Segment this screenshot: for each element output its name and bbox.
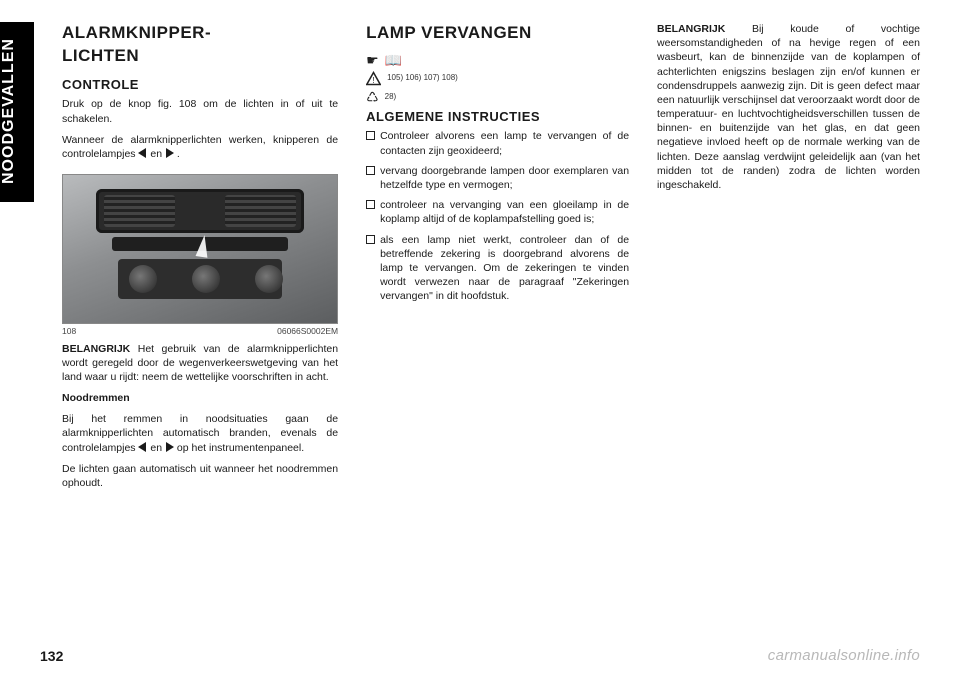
bullet-1-text: Controleer alvorens een lamp te vervange… bbox=[380, 129, 629, 157]
figure-caption: 108 06066S0002EM bbox=[62, 326, 338, 337]
arrow-left-icon bbox=[138, 442, 146, 452]
figure-image bbox=[62, 174, 338, 324]
square-bullet-icon bbox=[366, 166, 375, 175]
arrow-right-icon bbox=[166, 148, 174, 158]
square-bullet-icon bbox=[366, 131, 375, 140]
subhead-noodremmen: Noodremmen bbox=[62, 391, 338, 405]
site-watermark: carmanualsonline.info bbox=[768, 647, 920, 664]
chapter-tab: NOODGEVALLEN bbox=[0, 22, 34, 202]
recycle-icon: ♺ bbox=[366, 90, 379, 104]
figure-code: 06066S0002EM bbox=[277, 326, 338, 337]
svg-text:!: ! bbox=[372, 76, 374, 85]
warning-triangle-icon: ! bbox=[366, 71, 381, 86]
bullet-2: vervang doorgebrande lampen door exempla… bbox=[366, 164, 629, 192]
label-belangrijk: BELANGRIJK bbox=[657, 23, 725, 35]
bullet-3: controleer na vervanging van een gloeila… bbox=[366, 198, 629, 226]
p-belangrijk-gebruik: BELANGRIJK Het gebruik van de alarmknipp… bbox=[62, 342, 338, 385]
column-3: BELANGRIJK Bij koude of vochtige weersom… bbox=[657, 22, 920, 647]
ref-codes-2: 28) bbox=[385, 92, 397, 103]
page-number: 132 bbox=[40, 648, 63, 664]
icon-row-hand: ☛ 📖 bbox=[366, 53, 629, 67]
bullet-4-text: als een lamp niet werkt, controleer dan … bbox=[380, 233, 629, 304]
dashboard-vent bbox=[96, 189, 304, 233]
content-columns: NOODGEVALLEN ALARMKNIPPER- LICHTEN CONTR… bbox=[0, 0, 960, 647]
column-2: LAMP VERVANGEN ☛ 📖 ! 105) 106) 107) 108)… bbox=[366, 22, 629, 647]
bullet-2-text: vervang doorgebrande lampen door exempla… bbox=[380, 164, 629, 192]
hand-icon: ☛ bbox=[366, 53, 379, 67]
hvac-knob bbox=[129, 265, 157, 293]
heading-line2: LICHTEN bbox=[62, 46, 139, 65]
page-footer: 132 carmanualsonline.info bbox=[0, 647, 960, 678]
icon-row-recycle: ♺ 28) bbox=[366, 90, 629, 104]
figure-number: 108 bbox=[62, 326, 76, 337]
subhead-algemene-instructies: ALGEMENE INSTRUCTIES bbox=[366, 108, 629, 126]
figure-108: 108 06066S0002EM bbox=[62, 174, 338, 337]
label-belangrijk: BELANGRIJK bbox=[62, 343, 130, 355]
arrow-left-icon bbox=[138, 148, 146, 158]
ref-codes-1: 105) 106) 107) 108) bbox=[387, 73, 458, 84]
bullet-4: als een lamp niet werkt, controleer dan … bbox=[366, 233, 629, 304]
manual-page: NOODGEVALLEN ALARMKNIPPER- LICHTEN CONTR… bbox=[0, 0, 960, 678]
square-bullet-icon bbox=[366, 235, 375, 244]
p-lights-off: De lichten gaan automatisch uit wanneer … bbox=[62, 462, 338, 490]
p-indicator-lamps: Wanneer de alarmknipperlichten werken, k… bbox=[62, 133, 338, 161]
subhead-controle: CONTROLE bbox=[62, 76, 338, 94]
square-bullet-icon bbox=[366, 200, 375, 209]
heading-lamp-vervangen: LAMP VERVANGEN bbox=[366, 22, 629, 45]
p-noodremmen: Bij het remmen in noodsituaties gaan de … bbox=[62, 412, 338, 455]
bullet-1: Controleer alvorens een lamp te vervange… bbox=[366, 129, 629, 157]
p-belangrijk-condens: BELANGRIJK Bij koude of vochtige weersom… bbox=[657, 22, 920, 192]
column-1: ALARMKNIPPER- LICHTEN CONTROLE Druk op d… bbox=[62, 22, 338, 647]
book-icon: 📖 bbox=[385, 53, 402, 67]
heading-alarmknipperlichten: ALARMKNIPPER- LICHTEN bbox=[62, 22, 338, 68]
icon-row-warning: ! 105) 106) 107) 108) bbox=[366, 71, 629, 86]
bullet-3-text: controleer na vervanging van een gloeila… bbox=[380, 198, 629, 226]
arrow-right-icon bbox=[166, 442, 174, 452]
hvac-knob bbox=[255, 265, 283, 293]
p-press-button: Druk op de knop fig. 108 om de lichten i… bbox=[62, 97, 338, 125]
callout-arrow-icon bbox=[196, 234, 211, 257]
heading-line1: ALARMKNIPPER- bbox=[62, 23, 211, 42]
hvac-knob bbox=[192, 265, 220, 293]
